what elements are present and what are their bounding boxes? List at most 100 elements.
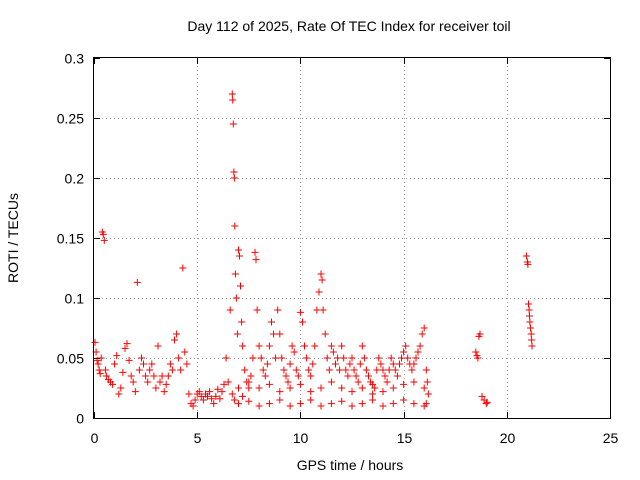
data-point <box>265 400 273 408</box>
data-point <box>152 384 160 392</box>
data-point <box>317 384 325 392</box>
data-point <box>235 384 242 392</box>
data-point <box>109 380 117 388</box>
data-point <box>385 366 393 374</box>
data-point <box>208 395 216 403</box>
data-point <box>319 306 327 314</box>
data-point <box>525 300 532 308</box>
data-point <box>251 248 259 256</box>
data-point <box>294 372 302 380</box>
y-tick-label: 0.2 <box>65 171 85 187</box>
data-point <box>348 388 356 396</box>
data-point <box>472 348 480 356</box>
data-point <box>96 370 104 378</box>
data-point <box>389 400 397 408</box>
x-tick-label: 25 <box>603 430 619 446</box>
data-point <box>346 360 354 368</box>
data-point <box>185 390 193 398</box>
y-tick-label: 0.1 <box>65 291 85 307</box>
data-point <box>358 384 366 392</box>
data-point <box>369 380 377 388</box>
data-point <box>238 318 246 326</box>
data-point <box>296 400 304 408</box>
data-point <box>286 360 294 368</box>
data-point <box>525 306 533 314</box>
data-point <box>94 360 102 368</box>
data-point <box>175 354 183 362</box>
data-point <box>235 400 242 408</box>
data-point <box>255 384 263 392</box>
data-point <box>197 392 205 400</box>
data-point <box>398 354 405 362</box>
data-point <box>292 366 300 374</box>
data-point <box>146 366 154 374</box>
data-point <box>230 174 238 182</box>
data-point <box>239 392 247 400</box>
data-point <box>410 400 418 408</box>
data-point <box>483 398 491 406</box>
data-point <box>210 400 218 408</box>
data-points <box>91 90 536 410</box>
data-point <box>229 96 237 104</box>
data-point <box>303 354 311 362</box>
data-point <box>239 342 247 350</box>
data-point <box>400 380 408 388</box>
data-point <box>265 342 273 350</box>
data-point <box>354 378 362 386</box>
data-point <box>259 366 267 374</box>
data-point <box>245 384 253 392</box>
y-tick-label: 0.3 <box>65 51 85 67</box>
data-point <box>117 384 125 392</box>
data-point <box>389 360 397 368</box>
data-point <box>309 360 317 368</box>
y-tick-label: 0.05 <box>57 351 84 367</box>
data-point <box>102 372 110 380</box>
data-point <box>526 312 533 320</box>
data-point <box>379 388 387 396</box>
data-point <box>402 342 410 350</box>
data-point <box>255 402 263 410</box>
data-point <box>216 395 224 403</box>
data-point <box>101 366 109 374</box>
data-point <box>133 278 141 286</box>
data-point <box>241 366 249 374</box>
data-point <box>377 360 385 368</box>
data-point <box>156 378 164 386</box>
data-point <box>148 360 156 368</box>
data-point <box>229 120 237 128</box>
data-point <box>249 354 257 362</box>
data-point <box>268 318 275 326</box>
data-point <box>365 372 372 380</box>
data-point <box>400 396 408 404</box>
data-point <box>476 330 484 338</box>
data-point <box>307 372 315 380</box>
data-point <box>257 354 265 362</box>
x-tick-label: 10 <box>293 430 309 446</box>
data-point <box>97 354 105 362</box>
data-point <box>158 372 166 380</box>
data-point <box>524 260 532 268</box>
data-point <box>296 380 304 388</box>
data-point <box>263 360 271 368</box>
data-point <box>278 354 286 362</box>
data-point <box>121 344 129 352</box>
x-tick-label: 5 <box>194 430 202 446</box>
data-point <box>195 388 203 396</box>
data-point <box>414 348 422 356</box>
data-point <box>301 342 308 350</box>
data-point <box>245 378 253 386</box>
data-point <box>420 384 428 392</box>
data-point <box>226 306 234 314</box>
data-point <box>527 324 534 332</box>
data-point <box>396 360 403 368</box>
data-point <box>387 354 395 362</box>
x-tick-label: 0 <box>91 430 99 446</box>
data-point <box>371 384 379 392</box>
data-point <box>284 378 292 386</box>
data-point <box>179 264 187 272</box>
data-point <box>160 388 168 396</box>
data-point <box>95 366 103 374</box>
data-point <box>369 396 377 404</box>
data-point <box>261 372 269 380</box>
data-point <box>528 342 536 350</box>
